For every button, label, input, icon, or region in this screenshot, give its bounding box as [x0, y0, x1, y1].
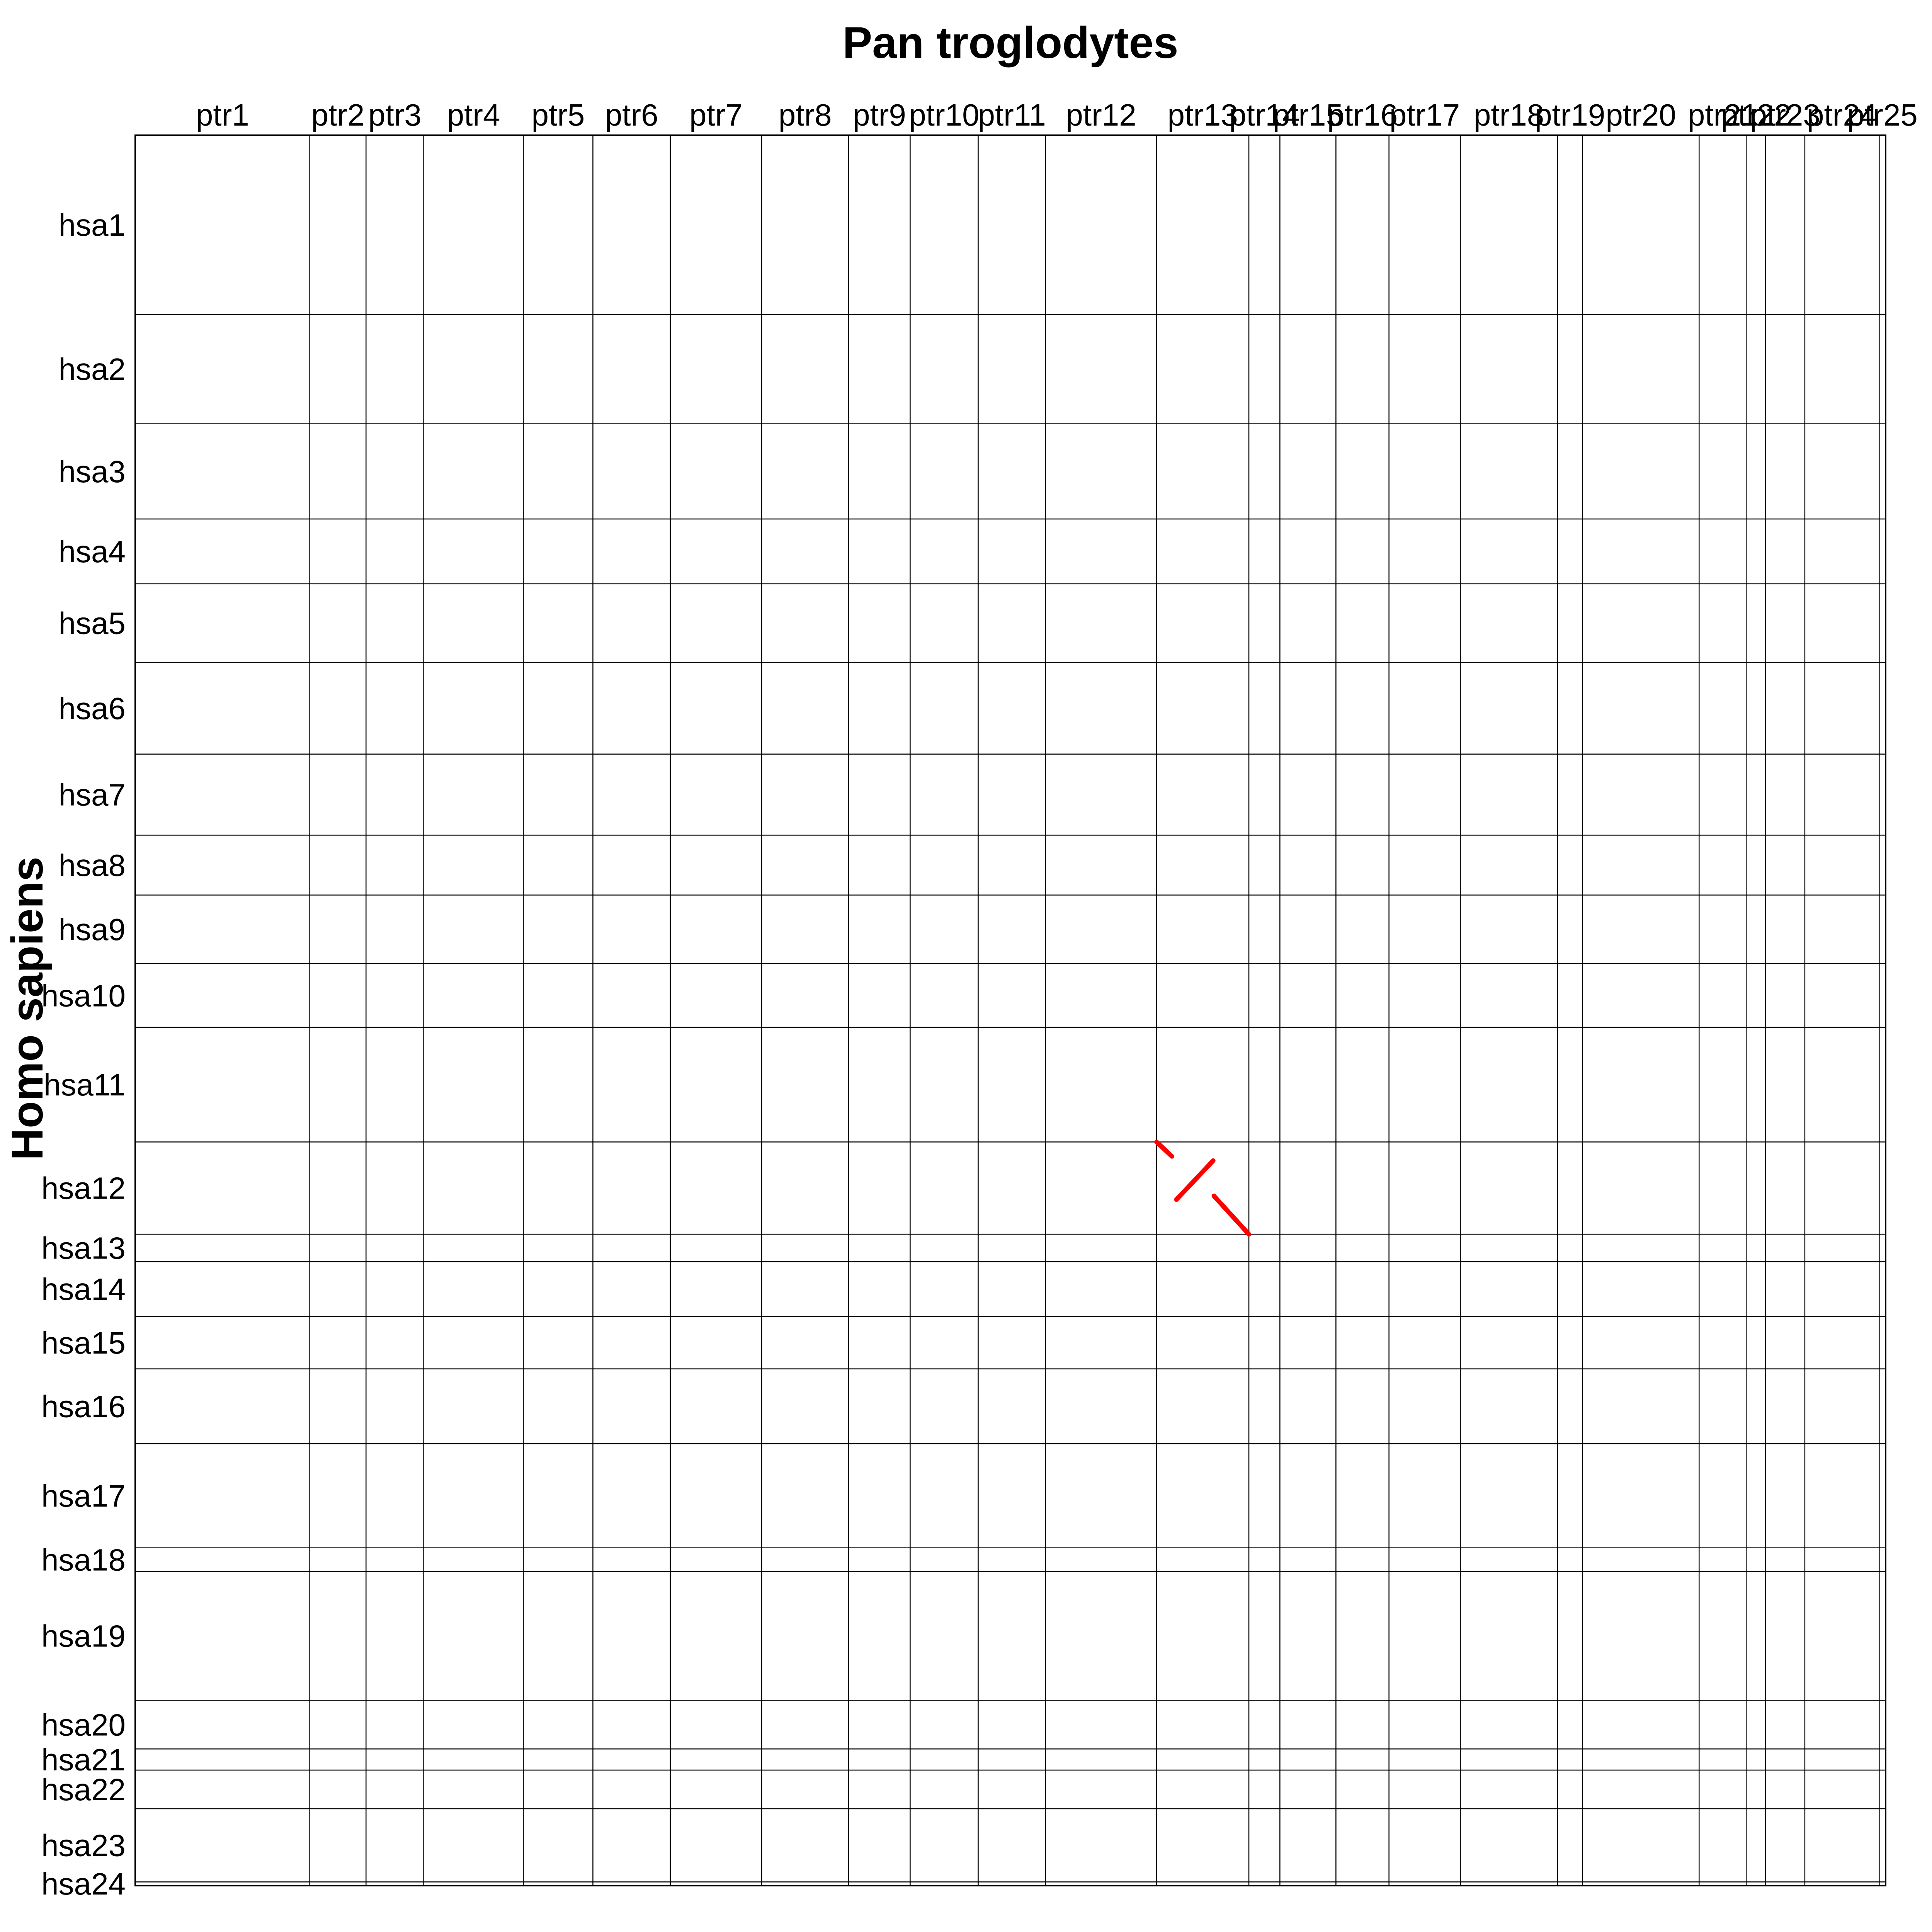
x-tick-label: ptr21 — [1688, 98, 1758, 132]
x-tick-label: ptr4 — [447, 98, 500, 132]
y-tick-label: hsa10 — [41, 978, 126, 1013]
x-tick-label: ptr15 — [1273, 98, 1343, 132]
chart-title: Pan troglodytes — [842, 18, 1178, 68]
alignment-segment — [1154, 1139, 1174, 1159]
x-tick-label: ptr11 — [978, 98, 1046, 132]
y-tick-label: hsa18 — [41, 1543, 126, 1577]
x-tick-label: ptr6 — [605, 98, 658, 132]
x-tick-label: ptr24 — [1807, 98, 1877, 132]
x-tick-labels: ptr1 ptr2 ptr3 ptr4 ptr5 ptr6 ptr7 ptr8 ptr9 ptr1… — [196, 98, 1918, 132]
y-tick-label: hsa15 — [41, 1326, 126, 1360]
x-tick-label: ptr1 — [196, 98, 249, 132]
y-tick-label: hsa16 — [41, 1389, 126, 1423]
x-tick-label: ptr17 — [1389, 98, 1460, 132]
x-tick-label: ptr20 — [1605, 98, 1676, 132]
y-axis-label: Homo sapiens — [3, 857, 52, 1160]
y-tick-labels: hsa1 hsa2 hsa3 hsa4 hsa5 hsa6 hsa7 hsa8 hsa9 hsa1… — [41, 208, 126, 1901]
x-tick-label: ptr3 — [368, 98, 422, 132]
x-tick-label: ptr19 — [1535, 98, 1605, 132]
alignment-segment — [1174, 1158, 1216, 1202]
x-tick-label: ptr16 — [1327, 98, 1398, 132]
y-tick-label: hsa2 — [59, 352, 126, 386]
y-tick-label: hsa17 — [41, 1479, 126, 1513]
x-tick-label: ptr2 — [311, 98, 365, 132]
y-tick-label: hsa12 — [41, 1171, 126, 1206]
x-tick-label: ptr8 — [779, 98, 832, 132]
x-tick-label: ptr12 — [1066, 98, 1136, 132]
y-tick-label: hsa8 — [59, 848, 126, 883]
y-tick-label: hsa13 — [41, 1231, 126, 1265]
y-tick-label: hsa14 — [41, 1272, 126, 1306]
y-tick-label: hsa4 — [59, 534, 126, 569]
alignment-segment — [1211, 1194, 1252, 1237]
x-tick-label: ptr5 — [531, 98, 585, 132]
y-tick-label: hsa23 — [41, 1828, 126, 1863]
x-tick-label: ptr22 — [1721, 98, 1791, 132]
grid-lines — [135, 135, 1886, 1886]
alignment-segments — [1154, 1139, 1252, 1237]
x-tick-label: ptr25 — [1847, 98, 1918, 132]
x-tick-label: ptr7 — [689, 98, 743, 132]
y-tick-label: hsa3 — [59, 454, 126, 489]
x-tick-label: ptr10 — [909, 98, 979, 132]
x-tick-label: ptr9 — [853, 98, 906, 132]
y-tick-label: hsa5 — [59, 606, 126, 641]
x-tick-label: ptr13 — [1167, 98, 1238, 132]
plot-frame — [134, 134, 1886, 1886]
y-tick-label: hsa21 — [41, 1743, 126, 1777]
x-tick-label: ptr18 — [1474, 98, 1544, 132]
y-tick-label: hsa19 — [41, 1619, 126, 1653]
y-tick-label: hsa11 — [44, 1068, 126, 1102]
y-tick-label: hsa22 — [41, 1772, 126, 1807]
y-tick-label: hsa1 — [59, 208, 126, 242]
y-tick-label: hsa9 — [59, 912, 126, 947]
y-tick-label: hsa24 — [41, 1867, 126, 1901]
x-tick-label: ptr14 — [1229, 98, 1299, 132]
y-tick-label: hsa7 — [59, 778, 126, 812]
x-tick-label: ptr23 — [1750, 98, 1820, 132]
y-tick-label: hsa6 — [59, 691, 126, 726]
y-tick-label: hsa20 — [41, 1708, 126, 1742]
